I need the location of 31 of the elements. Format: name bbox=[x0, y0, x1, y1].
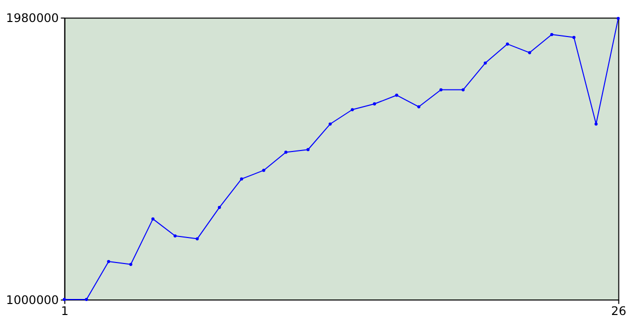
point bbox=[484, 61, 487, 65]
point bbox=[218, 206, 221, 209]
point bbox=[62, 298, 66, 302]
point bbox=[528, 51, 532, 54]
y-tick-label: 1980000 bbox=[6, 11, 59, 26]
point bbox=[196, 237, 199, 240]
point bbox=[262, 168, 266, 172]
x-tick-label: 1 bbox=[61, 304, 69, 318]
point bbox=[594, 122, 598, 126]
point bbox=[350, 108, 354, 112]
point bbox=[372, 102, 376, 106]
point bbox=[306, 148, 310, 152]
point bbox=[151, 217, 154, 221]
point bbox=[439, 88, 443, 92]
point bbox=[572, 36, 576, 39]
point bbox=[174, 234, 177, 238]
point bbox=[240, 177, 244, 181]
point bbox=[129, 262, 132, 266]
point bbox=[284, 150, 288, 154]
point bbox=[550, 32, 554, 36]
y-tick-label: 1000000 bbox=[6, 292, 59, 307]
point bbox=[462, 88, 465, 92]
point bbox=[616, 16, 620, 20]
point bbox=[84, 298, 88, 302]
point bbox=[328, 122, 332, 126]
line-series bbox=[62, 16, 620, 302]
x-tick-label: 26 bbox=[611, 304, 626, 318]
point bbox=[506, 42, 510, 46]
point bbox=[395, 94, 398, 97]
point bbox=[107, 260, 110, 264]
point bbox=[417, 105, 420, 108]
